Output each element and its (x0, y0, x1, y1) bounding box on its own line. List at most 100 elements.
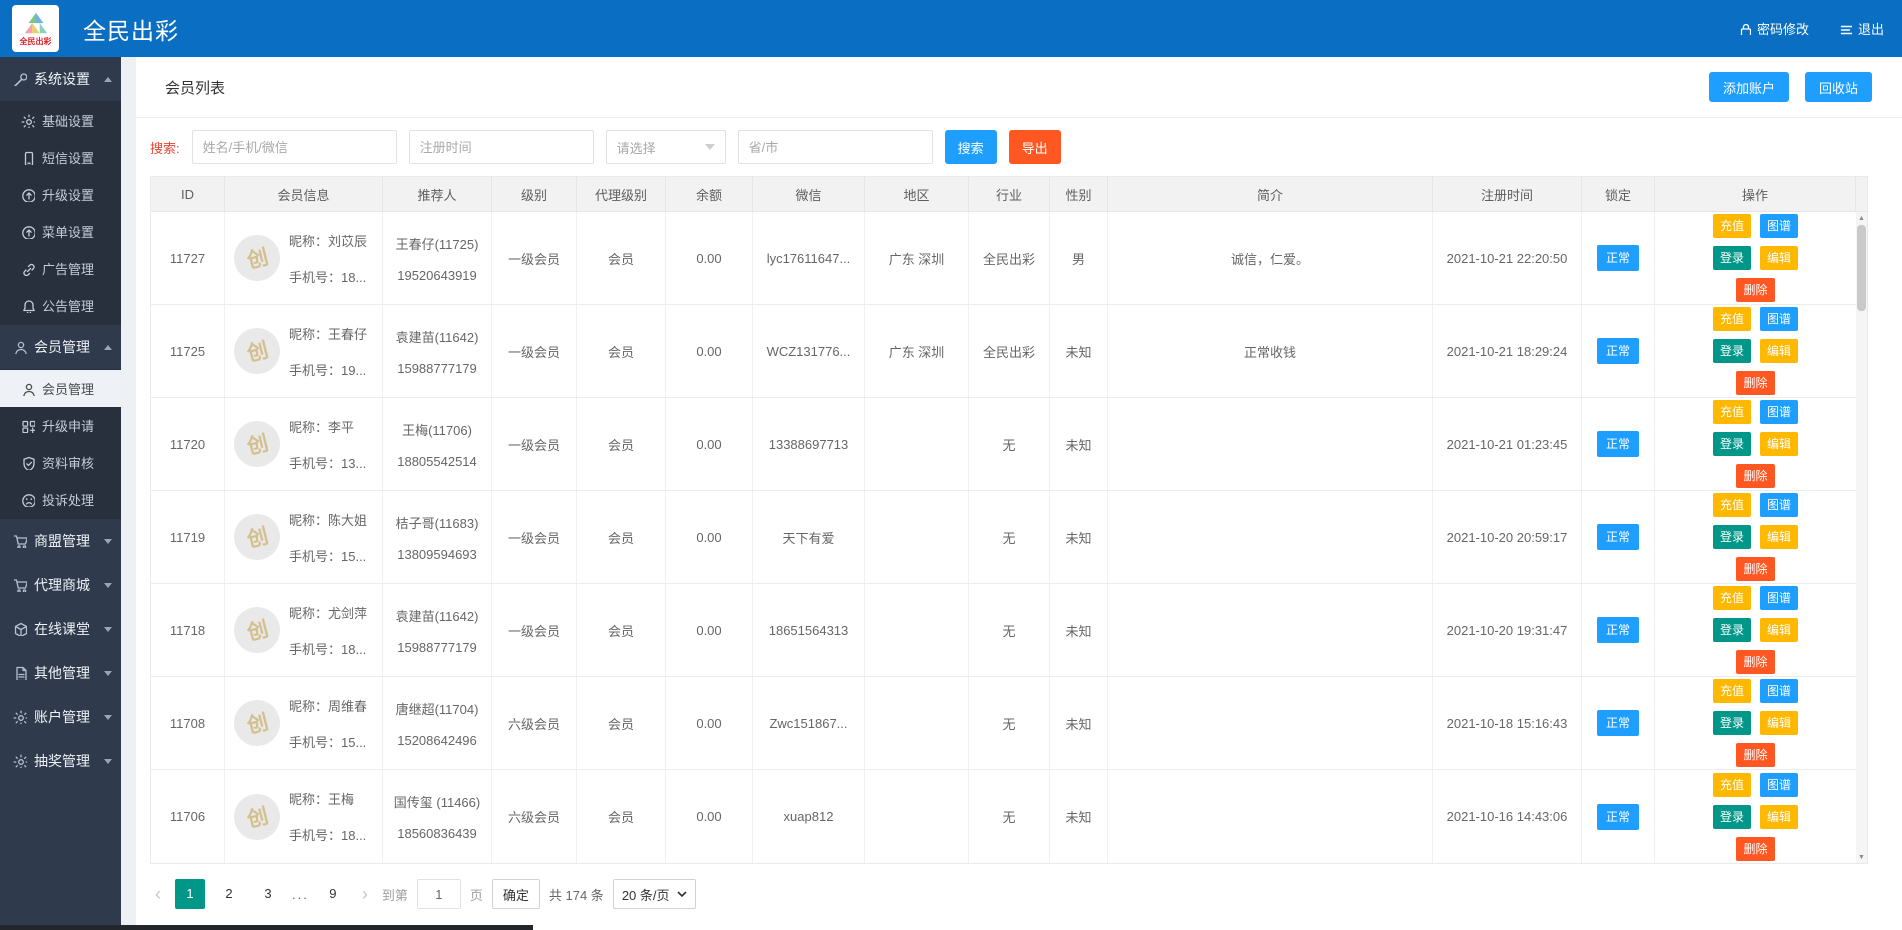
lock-status-button[interactable]: 正常 (1596, 524, 1639, 550)
delete-button[interactable]: 删除 (1736, 650, 1775, 674)
recharge-button[interactable]: 充值 (1712, 493, 1751, 517)
recharge-button[interactable]: 充值 (1712, 679, 1751, 703)
recharge-button[interactable]: 充值 (1712, 400, 1751, 424)
edit-button[interactable]: 编辑 (1760, 711, 1799, 735)
next-page-button[interactable]: › (361, 884, 368, 904)
recharge-button[interactable]: 充值 (1712, 772, 1751, 797)
edit-button[interactable]: 编辑 (1760, 432, 1799, 456)
sidebar-item-menu-settings[interactable]: 菜单设置 (0, 213, 121, 250)
search-button[interactable]: 搜索 (944, 130, 997, 164)
sidebar-item-complaint-handling[interactable]: 投诉处理 (0, 481, 121, 518)
add-account-button[interactable]: 添加账户 (1708, 72, 1789, 102)
sad-face-icon (21, 493, 35, 507)
export-button[interactable]: 导出 (1008, 130, 1061, 164)
member-table: ID 会员信息 推荐人 级别 代理级别 余额 微信 地区 行业 性别 简介 注册… (150, 176, 1868, 864)
graph-button[interactable]: 图谱 (1760, 214, 1799, 238)
login-button[interactable]: 登录 (1712, 432, 1751, 456)
member-phone: 手机号：15... (289, 548, 367, 564)
sidebar-group-member-management[interactable]: 会员管理 (0, 325, 121, 369)
chevron-up-icon (104, 344, 112, 350)
confirm-button[interactable]: 确定 (491, 879, 540, 909)
goto-page-input[interactable] (416, 879, 461, 909)
member-phone: 手机号：19... (289, 362, 367, 378)
scrollbar-down-arrow[interactable]: ▼ (1858, 853, 1865, 861)
referrer-phone: 18805542514 (397, 453, 477, 469)
edit-button[interactable]: 编辑 (1760, 339, 1799, 363)
login-button[interactable]: 登录 (1712, 618, 1751, 642)
page-size-select[interactable]: 20 条/页 (612, 879, 696, 909)
sidebar-group-system-settings[interactable]: 系统设置 (0, 57, 121, 101)
region-input[interactable] (737, 130, 933, 164)
sidebar-item-basic-settings[interactable]: 基础设置 (0, 102, 121, 139)
sidebar-item-upgrade-apply[interactable]: 升级申请 (0, 407, 121, 444)
recharge-button[interactable]: 充值 (1712, 586, 1751, 610)
login-button[interactable]: 登录 (1712, 246, 1751, 270)
cell-agent-level: 会员 (577, 491, 666, 583)
delete-button[interactable]: 删除 (1736, 278, 1775, 302)
sidebar-group-lottery-management[interactable]: 抽奖管理 (0, 739, 121, 783)
sidebar-item-notice-management[interactable]: 公告管理 (0, 287, 121, 324)
logout-button[interactable]: 退出 (1839, 19, 1884, 38)
filter-select[interactable]: 请选择 (605, 130, 726, 164)
recycle-bin-button[interactable]: 回收站 (1804, 72, 1872, 102)
cell-agent-level: 会员 (577, 398, 666, 490)
sidebar-item-ad-management[interactable]: 广告管理 (0, 250, 121, 287)
lock-status-button[interactable]: 正常 (1596, 617, 1639, 643)
edit-button[interactable]: 编辑 (1760, 804, 1799, 829)
sidebar-group-account-management[interactable]: 账户管理 (0, 695, 121, 739)
header-industry: 行业 (969, 177, 1050, 211)
prev-page-button[interactable]: ‹ (155, 884, 161, 904)
sidebar-group-alliance-management[interactable]: 商盟管理 (0, 519, 121, 563)
cell-intro (1108, 398, 1433, 490)
cell-actions: 充值 图谱 登录 编辑 删除 (1655, 677, 1856, 769)
login-button[interactable]: 登录 (1712, 804, 1751, 829)
sidebar-item-sms-settings[interactable]: 短信设置 (0, 139, 121, 176)
sidebar-item-member-management[interactable]: 会员管理 (0, 370, 121, 407)
graph-button[interactable]: 图谱 (1760, 679, 1799, 703)
delete-button[interactable]: 删除 (1736, 371, 1775, 395)
page-button-2[interactable]: 2 (225, 886, 233, 901)
avatar-char: 创 (244, 710, 271, 739)
page-button-9[interactable]: 9 (329, 886, 337, 901)
graph-button[interactable]: 图谱 (1760, 307, 1799, 331)
sidebar-group-agent-mall[interactable]: 代理商城 (0, 563, 121, 607)
sidebar-item-upgrade-settings[interactable]: 升级设置 (0, 176, 121, 213)
table-scrollbar[interactable]: ▲ ▼ (1856, 212, 1867, 863)
lock-status-button[interactable]: 正常 (1596, 803, 1639, 830)
lock-status-button[interactable]: 正常 (1596, 338, 1639, 364)
sidebar-group-online-classroom[interactable]: 在线课堂 (0, 607, 121, 651)
search-input[interactable] (191, 130, 397, 164)
edit-button[interactable]: 编辑 (1760, 525, 1799, 549)
graph-button[interactable]: 图谱 (1760, 772, 1799, 797)
delete-button[interactable]: 删除 (1736, 464, 1775, 488)
cell-id: 11727 (151, 212, 225, 304)
edit-button[interactable]: 编辑 (1760, 246, 1799, 270)
scrollbar-up-arrow[interactable]: ▲ (1858, 214, 1865, 222)
cell-member-info: 创 昵称：周维春 手机号：15... (225, 677, 383, 769)
login-button[interactable]: 登录 (1712, 525, 1751, 549)
delete-button[interactable]: 删除 (1736, 836, 1775, 861)
edit-button[interactable]: 编辑 (1760, 618, 1799, 642)
delete-button[interactable]: 删除 (1736, 557, 1775, 581)
member-nickname: 昵称：李平 (289, 419, 355, 435)
lock-status-button[interactable]: 正常 (1596, 245, 1639, 271)
lock-status-button[interactable]: 正常 (1596, 431, 1639, 457)
sidebar-item-data-review[interactable]: 资料审核 (0, 444, 121, 481)
header-referrer: 推荐人 (383, 177, 492, 211)
graph-button[interactable]: 图谱 (1760, 586, 1799, 610)
graph-button[interactable]: 图谱 (1760, 493, 1799, 517)
page-button-1[interactable]: 1 (175, 879, 205, 909)
sidebar-group-other-management[interactable]: 其他管理 (0, 651, 121, 695)
register-time-input[interactable] (408, 130, 594, 164)
recharge-button[interactable]: 充值 (1712, 214, 1751, 238)
member-nickname: 昵称：刘苡辰 (289, 233, 368, 249)
recharge-button[interactable]: 充值 (1712, 307, 1751, 331)
login-button[interactable]: 登录 (1712, 711, 1751, 735)
scrollbar-thumb[interactable] (1857, 225, 1866, 311)
page-button-3[interactable]: 3 (264, 886, 272, 901)
delete-button[interactable]: 删除 (1736, 743, 1775, 767)
change-password-button[interactable]: 密码修改 (1738, 19, 1809, 38)
login-button[interactable]: 登录 (1712, 339, 1751, 363)
lock-status-button[interactable]: 正常 (1596, 710, 1639, 736)
graph-button[interactable]: 图谱 (1760, 400, 1799, 424)
